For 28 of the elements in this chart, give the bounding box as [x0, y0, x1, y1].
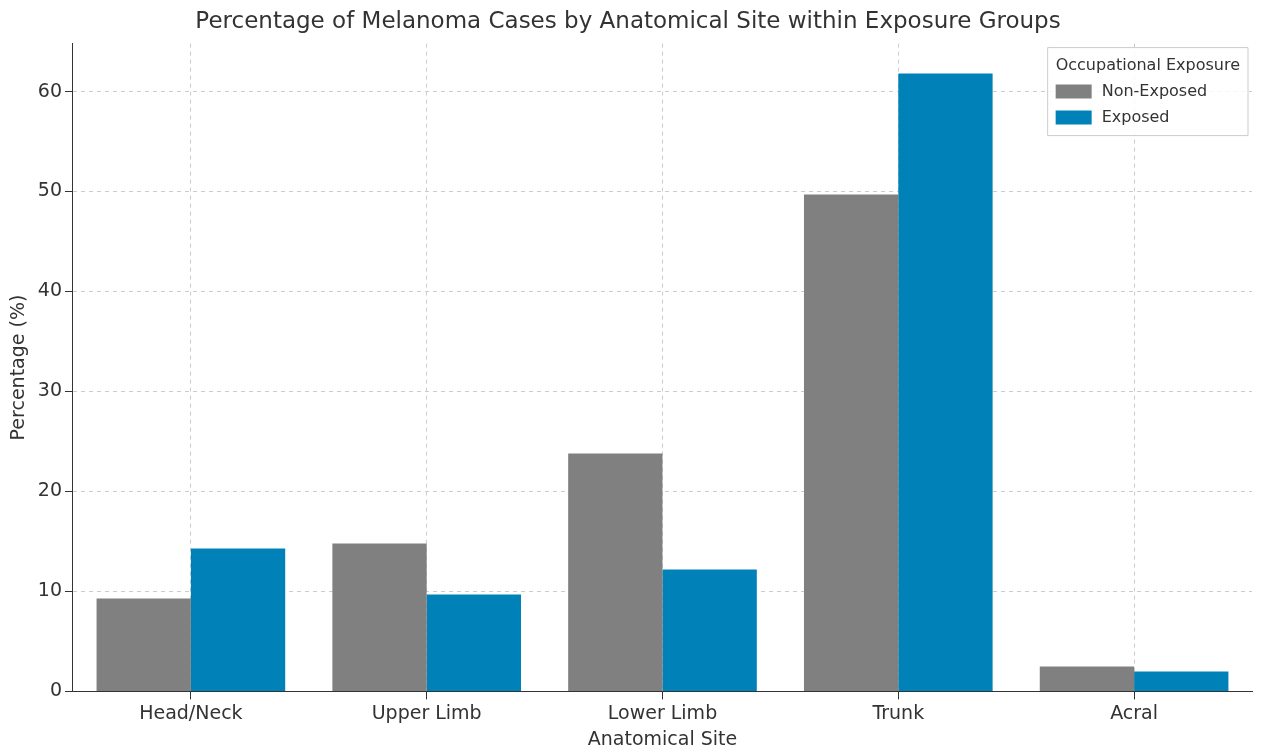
bar: [1039, 666, 1135, 691]
x-tick-label: Trunk: [871, 700, 925, 723]
y-tick-label: 40: [37, 278, 62, 301]
chart-title: Percentage of Melanoma Cases by Anatomical Site within Exposure Groups: [195, 6, 1061, 33]
bar: [332, 543, 427, 691]
bar: [426, 594, 522, 691]
bar: [803, 194, 899, 691]
x-tick-label: Acral: [1110, 700, 1159, 723]
y-axis-title: Percentage (%): [6, 294, 29, 441]
x-tick-label: Head/Neck: [139, 700, 243, 723]
y-tick-label: 20: [37, 478, 62, 501]
legend-label: Non-Exposed: [1101, 80, 1208, 100]
bar: [96, 598, 191, 691]
bar: [190, 548, 286, 691]
y-tick-label: 0: [49, 678, 62, 701]
y-tick-label: 60: [37, 78, 62, 101]
x-tick-label: Lower Limb: [607, 700, 718, 723]
x-tick-label: Upper Limb: [371, 700, 482, 723]
legend-label: Exposed: [1101, 106, 1170, 126]
x-axis-title: Anatomical Site: [587, 726, 738, 749]
bar: [898, 73, 993, 691]
y-tick-label: 10: [37, 578, 62, 601]
bar: [1134, 671, 1229, 691]
y-tick-label: 30: [37, 378, 62, 401]
legend-title: Occupational Exposure: [1055, 54, 1240, 74]
bar: [662, 569, 757, 691]
bar: [568, 453, 663, 691]
y-tick-label: 50: [37, 178, 62, 201]
